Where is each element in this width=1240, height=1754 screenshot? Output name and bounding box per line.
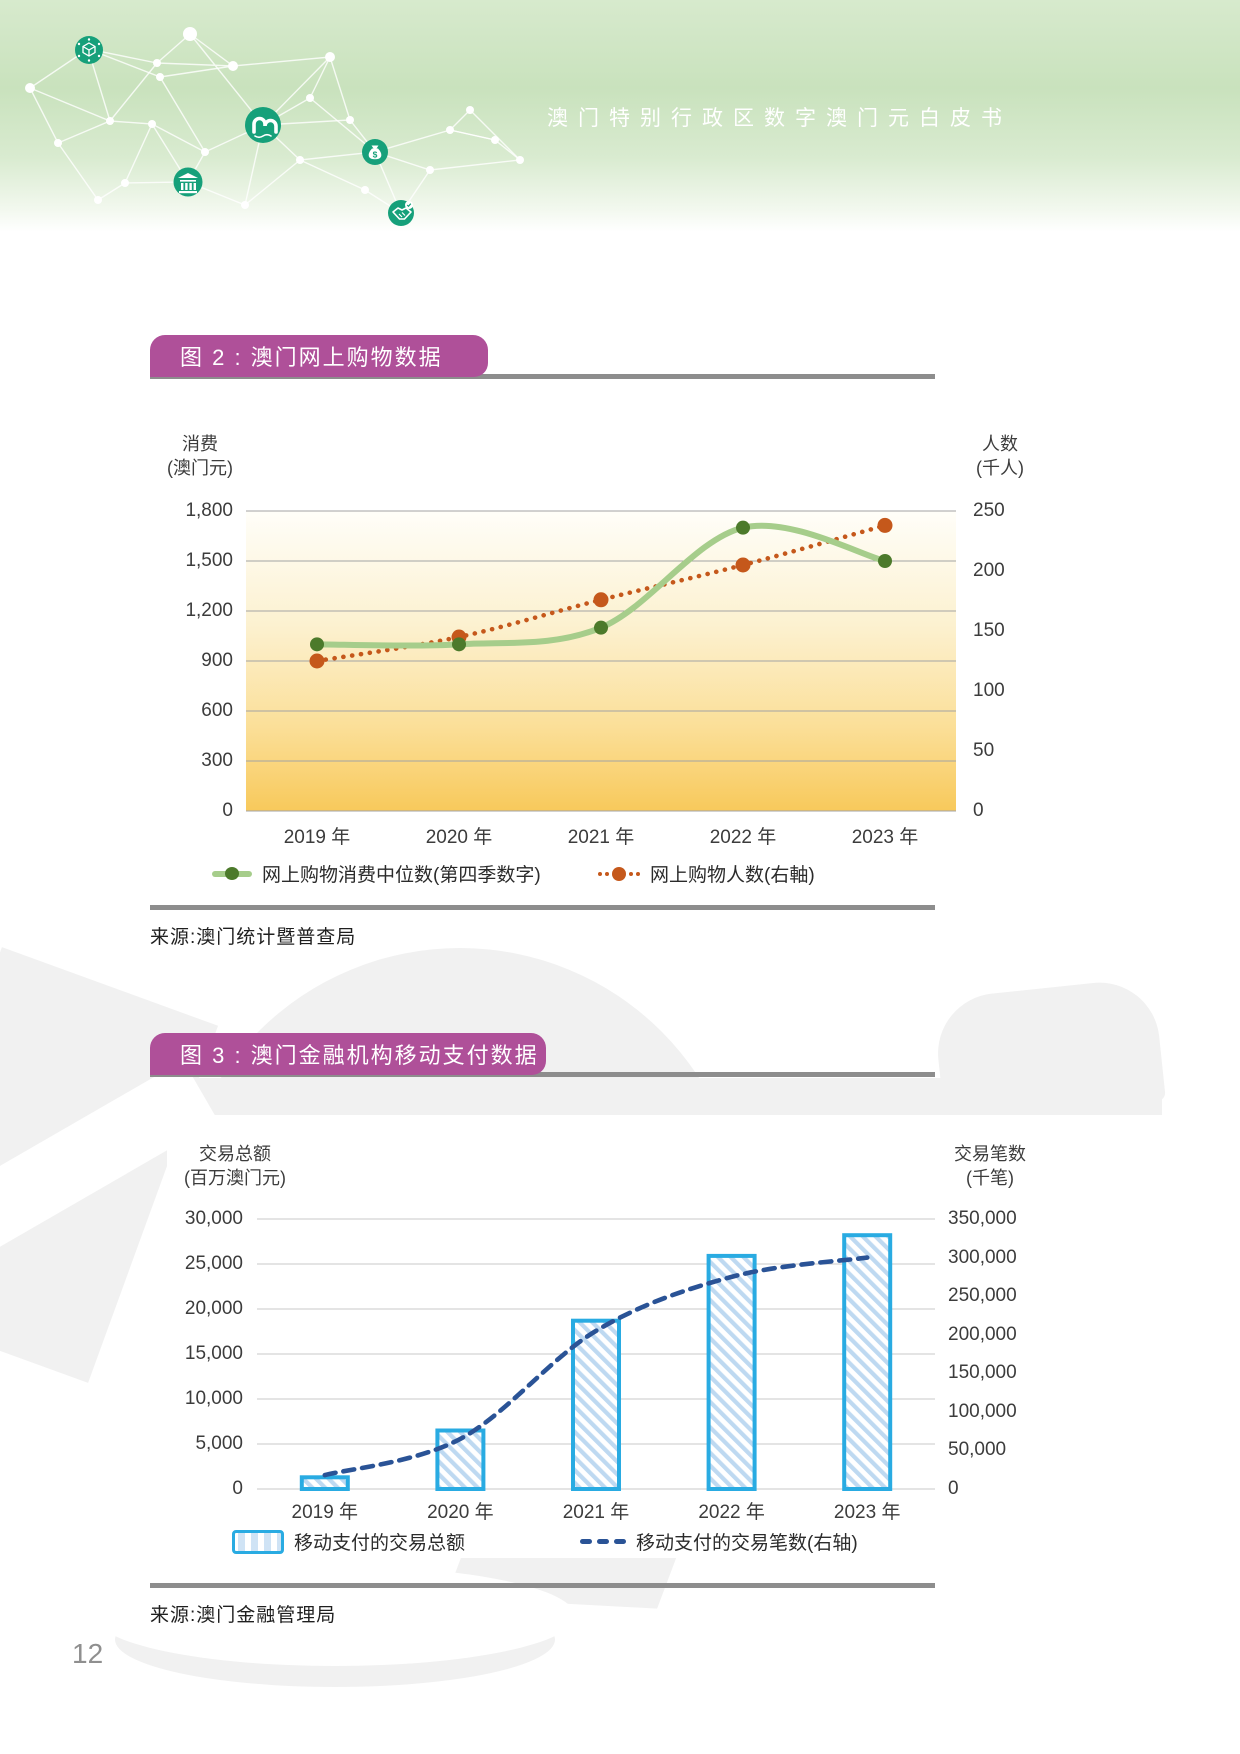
figure2-left-axis-title: 消费 (澳门元) [167,434,233,478]
figure2-x-label: 2022 年 [709,827,777,848]
figure2-bottom-rule [150,905,935,910]
figure3-title: 图 3 : 澳门金融机构移动支付数据 [180,1043,539,1068]
figure2-right-tick: 100 [973,680,1005,701]
network-graphic: $ [25,27,524,226]
hatched-bar-swatch [232,1529,284,1554]
figure3-legend-amount: 移动支付的交易总额 [232,1528,465,1555]
handshake-icon [388,200,414,226]
figure2-left-tick: 0 [222,800,233,821]
figure3-left-axis-title: 交易总额 (百万澳门元) [184,1144,286,1188]
figure2-right-axis-title: 人数 (千人) [976,434,1024,478]
page-number: 12 [72,1638,104,1669]
figure2-left-tick: 1,800 [185,500,233,521]
watermark-right-blob [932,976,1166,1124]
figure2-left-tick: 1,200 [185,600,233,621]
figure2-right-tick: 50 [973,740,995,761]
svg-text:$: $ [373,150,378,160]
figure2-legend-shoppers: 网上购物人数(右軸) [598,860,815,887]
green-line-swatch [212,866,252,880]
figure2-right-tick: 200 [973,560,1005,581]
figure2-x-label: 2019 年 [283,827,351,848]
figure2-right-tick: 250 [973,500,1005,521]
figure2-title-banner: 图 2 : 澳门网上购物数据 [150,335,488,377]
figure3-bottom-rule [150,1583,935,1588]
figure3-title-banner: 图 3 : 澳门金融机构移动支付数据 [150,1033,546,1075]
figure2-legend-consumption: 网上购物消费中位数(第四季数字) [212,860,541,887]
figure2-x-label: 2020 年 [425,827,493,848]
blockchain-icon [75,36,103,64]
page-header: $ 澳门特别行政区数字澳门元白皮书 [0,0,1240,232]
m-logo-icon [245,107,281,143]
figure2-right-tick: 0 [973,800,984,821]
figure2-chart [246,510,956,812]
money-bag-icon: $ [362,139,388,165]
figure2-left-tick: 600 [201,700,233,721]
figure3-legend-count: 移动支付的交易笔数(右轴) [580,1528,858,1555]
orange-dotted-swatch [598,866,640,881]
figure3-source: 来源:澳门金融管理局 [150,1605,337,1626]
figure2-x-label: 2021 年 [567,827,635,848]
figure2-title: 图 2 : 澳门网上购物数据 [180,345,443,370]
figure3-right-axis-title: 交易笔数 (千笔) [954,1144,1026,1188]
figure2-source: 来源:澳门统计暨普查局 [150,927,357,948]
figure3-rule [150,1072,935,1077]
figure2-x-label: 2023 年 [851,827,919,848]
navy-dashed-swatch [580,1539,626,1544]
page-title: 澳门特别行政区数字澳门元白皮书 [547,107,1012,130]
watermark-crescent-cut [95,1566,575,1666]
figure2-left-tick: 900 [201,650,233,671]
bank-icon [173,167,203,197]
figure2-left-tick: 1,500 [185,550,233,571]
figure2-left-tick: 300 [201,750,233,771]
figure3-chart [257,1218,935,1492]
figure2-rule [150,374,935,379]
figure2-right-tick: 150 [973,620,1005,641]
